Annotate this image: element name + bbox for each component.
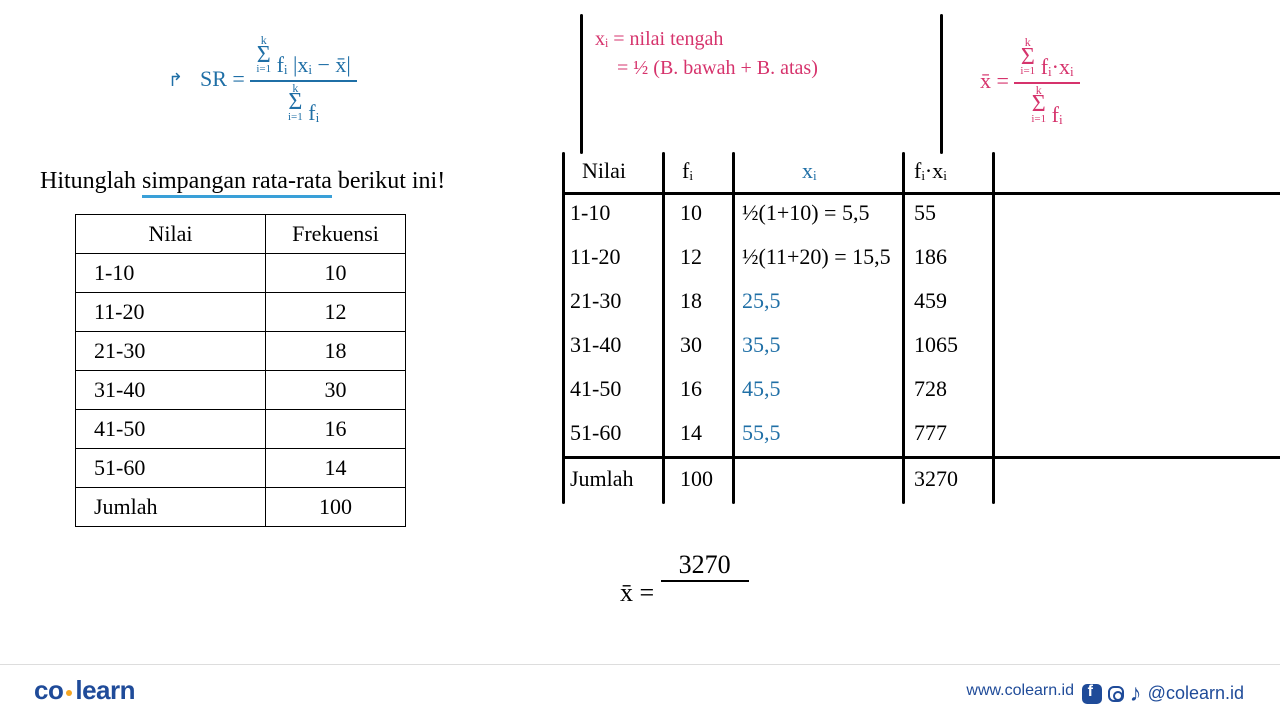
table-row: 51-6014 <box>76 449 406 488</box>
table-cell: 14 <box>266 449 406 488</box>
table-cell: 11-20 <box>76 293 266 332</box>
table-cell: 1-10 <box>76 254 266 293</box>
hw-cell: 728 <box>914 376 947 402</box>
xi-line2: = ½ (B. bawah + B. atas) <box>617 57 818 80</box>
hw-cell: ½(11+20) = 15,5 <box>742 244 891 270</box>
sr-label: SR = <box>200 66 245 91</box>
xbar-calculation: x̄ = 3270 <box>620 550 749 614</box>
table-line <box>562 152 565 504</box>
hw-cell: 31-40 <box>570 332 621 358</box>
hw-total-cell: Jumlah <box>570 466 634 492</box>
table-cell: Jumlah <box>76 488 266 527</box>
hw-cell: 35,5 <box>742 332 781 358</box>
table-line <box>662 152 665 504</box>
divider <box>940 14 943 154</box>
divider <box>580 14 583 154</box>
hw-cell: 777 <box>914 420 947 446</box>
hw-cell: 55,5 <box>742 420 781 446</box>
hw-cell: 21-30 <box>570 288 621 314</box>
hw-cell: 459 <box>914 288 947 314</box>
instagram-icon <box>1108 686 1124 702</box>
printed-table: Nilai Frekuensi 1-101011-201221-301831-4… <box>75 214 406 527</box>
site-url: www.colearn.id <box>966 682 1074 700</box>
underlined-term: simpangan rata-rata <box>142 168 332 198</box>
footer: colearn www.colearn.id ♪ @colearn.id <box>0 664 1280 720</box>
hw-cell: 14 <box>680 420 702 446</box>
social-handles: ♪ @colearn.id <box>1082 683 1244 704</box>
table-row: Jumlah100 <box>76 488 406 527</box>
hw-total-cell: 100 <box>680 466 713 492</box>
table-cell: 41-50 <box>76 410 266 449</box>
table-cell: 16 <box>266 410 406 449</box>
table-line <box>562 456 1280 459</box>
table-row: 21-3018 <box>76 332 406 371</box>
table-row: 31-4030 <box>76 371 406 410</box>
hw-cell: 25,5 <box>742 288 781 314</box>
xi-definition: xᵢ = nilai tengah = ½ (B. bawah + B. ata… <box>595 28 818 80</box>
hw-total-cell: 3270 <box>914 466 958 492</box>
hw-cell: 16 <box>680 376 702 402</box>
hw-header: xᵢ <box>802 158 817 184</box>
hw-cell: 51-60 <box>570 420 621 446</box>
table-line <box>992 152 995 504</box>
hw-cell: 1065 <box>914 332 958 358</box>
table-cell: 18 <box>266 332 406 371</box>
hw-header: fᵢ·xᵢ <box>914 158 947 184</box>
hw-cell: 18 <box>680 288 702 314</box>
table-row: 41-5016 <box>76 410 406 449</box>
facebook-icon <box>1082 684 1102 704</box>
table-line <box>902 152 905 504</box>
hw-cell: 12 <box>680 244 702 270</box>
hw-cell: 186 <box>914 244 947 270</box>
hw-cell: 10 <box>680 200 702 226</box>
table-cell: 12 <box>266 293 406 332</box>
hw-cell: 41-50 <box>570 376 621 402</box>
table-cell: 100 <box>266 488 406 527</box>
hw-cell: 11-20 <box>570 244 621 270</box>
table-cell: 21-30 <box>76 332 266 371</box>
table-line <box>732 152 735 504</box>
question-text: Hitunglah simpangan rata-rata berikut in… <box>40 168 445 195</box>
col-header: Nilai <box>76 215 266 254</box>
table-cell: 51-60 <box>76 449 266 488</box>
sr-formula: ↱ SR = kΣi=1 fᵢ |xᵢ − x̄| kΣi=1 fᵢ <box>200 36 357 126</box>
xi-line1: xᵢ = nilai tengah <box>595 28 818 51</box>
hw-header: Nilai <box>582 158 626 184</box>
hw-cell: 55 <box>914 200 936 226</box>
xbar-formula: x̄ = kΣi=1 fᵢ·xᵢ kΣi=1 fᵢ <box>980 38 1080 128</box>
arrow-icon: ↱ <box>168 70 183 91</box>
social-handle-text: @colearn.id <box>1148 683 1244 704</box>
table-line <box>562 192 1280 195</box>
table-row: 11-2012 <box>76 293 406 332</box>
logo: colearn <box>34 675 135 706</box>
hw-cell: 30 <box>680 332 702 358</box>
table-cell: 10 <box>266 254 406 293</box>
table-header-row: Nilai Frekuensi <box>76 215 406 254</box>
hw-cell: 45,5 <box>742 376 781 402</box>
table-row: 1-1010 <box>76 254 406 293</box>
hw-header: fᵢ <box>682 158 693 184</box>
hw-cell: 1-10 <box>570 200 610 226</box>
table-cell: 30 <box>266 371 406 410</box>
hw-cell: ½(1+10) = 5,5 <box>742 200 869 226</box>
col-header: Frekuensi <box>266 215 406 254</box>
tiktok-icon: ♪ <box>1130 688 1142 700</box>
formula-strip: ↱ SR = kΣi=1 fᵢ |xᵢ − x̄| kΣi=1 fᵢ xᵢ = … <box>0 18 1280 148</box>
xbar-label: x̄ = <box>980 68 1009 93</box>
table-cell: 31-40 <box>76 371 266 410</box>
